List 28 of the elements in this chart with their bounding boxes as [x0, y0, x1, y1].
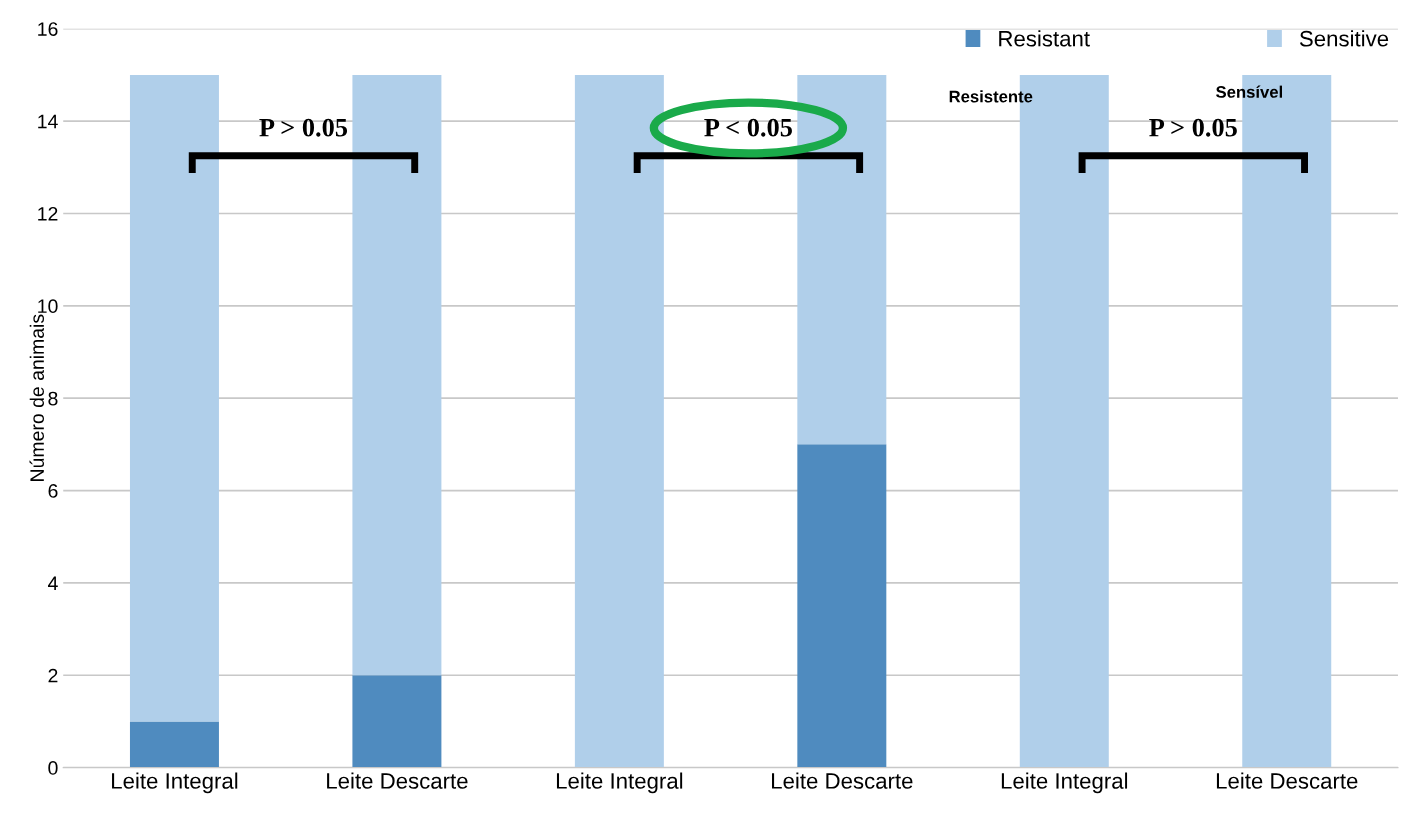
y-tick-label: 4 — [48, 576, 58, 590]
annotation: Resistente — [949, 90, 1033, 103]
y-tick-label: 14 — [38, 114, 58, 129]
x-tick-label: Leite Descarte — [772, 772, 913, 789]
annotation: P < 0.05 — [704, 118, 792, 137]
legend-label: Resistant — [999, 30, 1090, 47]
annotation: P > 0.05 — [1149, 118, 1237, 137]
x-tick-label: Leite Integral — [1001, 772, 1128, 794]
bar — [352, 675, 442, 768]
bar — [129, 74, 219, 722]
legend-label: Sensitive — [1299, 30, 1389, 47]
y-tick-label: 0 — [48, 761, 58, 775]
y-tick-label: 8 — [48, 391, 58, 406]
x-tick-label: Leite Integral — [112, 772, 238, 794]
y-axis-title: Número de animais — [29, 314, 45, 481]
x-tick-label: Leite Descarte — [327, 772, 468, 789]
y-tick-label: 10 — [38, 299, 58, 314]
x-tick-label: Leite Descarte — [1216, 772, 1358, 789]
bar — [574, 74, 664, 768]
annotation: Sensível — [1216, 85, 1283, 98]
y-tick-label: 12 — [38, 206, 58, 221]
bar — [129, 721, 219, 768]
annotation: P > 0.05 — [259, 118, 348, 137]
y-tick-label: 6 — [48, 484, 58, 498]
y-tick-label: 16 — [38, 22, 58, 36]
y-tick-label: 2 — [48, 668, 58, 683]
x-tick-label: Leite Integral — [556, 772, 683, 794]
bar — [797, 444, 887, 768]
